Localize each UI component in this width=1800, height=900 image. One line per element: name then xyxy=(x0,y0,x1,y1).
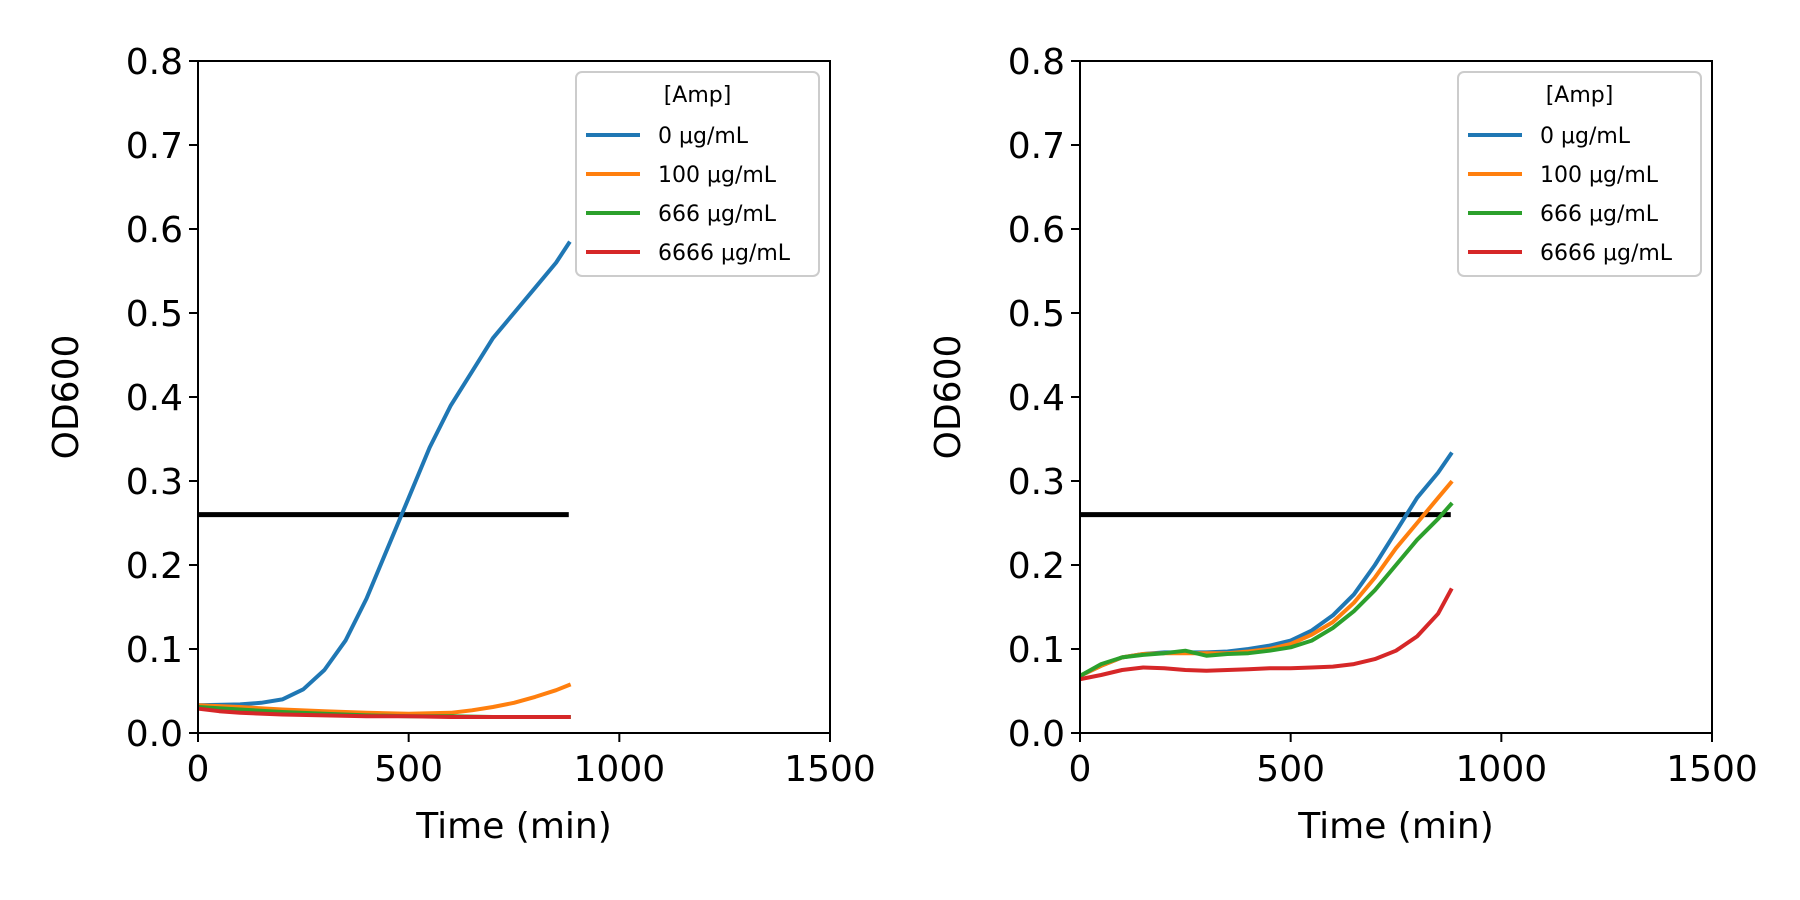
series-line-3 xyxy=(1080,587,1454,682)
series-line-2 xyxy=(1080,501,1454,679)
legend-title: [Amp] xyxy=(1546,83,1614,108)
series-line-3 xyxy=(198,706,571,719)
legend-entry-label: 666 μg/mL xyxy=(1540,202,1659,227)
legend-entry-label: 0 μg/mL xyxy=(658,124,749,149)
legend-entry-label: 0 μg/mL xyxy=(1540,124,1631,149)
x-tick-label: 500 xyxy=(1256,749,1325,790)
y-tick-label: 0.8 xyxy=(1008,42,1065,83)
legend-box xyxy=(1457,71,1702,277)
y-tick-label: 0.4 xyxy=(126,378,183,419)
legend-entry-label: 666 μg/mL xyxy=(658,202,777,227)
y-tick-label: 0.3 xyxy=(1008,462,1065,503)
left-chart-panel: 0 500 1000 1500 0.0 0.1 0.2 0.3 0.4 0.5 0.6 0.7 0.8 T… xyxy=(46,42,876,847)
y-tick-label: 0.7 xyxy=(126,126,183,167)
legend-entry-label: 6666 μg/mL xyxy=(1540,241,1673,266)
y-tick-label: 0.5 xyxy=(1008,294,1065,335)
x-tick-label: 1500 xyxy=(784,749,876,790)
y-tick-label: 0.2 xyxy=(126,546,183,587)
y-tick-label: 0.0 xyxy=(126,714,183,755)
y-tick-label: 0.7 xyxy=(1008,126,1065,167)
legend: [Amp] 0 μg/mL 100 μg/mL 666 μg/mL 6666 μg/mL xyxy=(575,71,820,277)
series-line-0 xyxy=(198,240,572,708)
x-tick-label: 1000 xyxy=(1456,749,1548,790)
y-axis-label: OD600 xyxy=(928,335,969,460)
x-tick-label: 0 xyxy=(187,749,210,790)
legend-title: [Amp] xyxy=(664,83,732,108)
y-tick-label: 0.6 xyxy=(1008,210,1065,251)
y-tick-label: 0.6 xyxy=(126,210,183,251)
y-tick-label: 0.1 xyxy=(126,630,183,671)
y-tick-label: 0.2 xyxy=(1008,546,1065,587)
legend-entry-label: 100 μg/mL xyxy=(1540,163,1659,188)
right-chart-panel: 0 500 1000 1500 0.0 0.1 0.2 0.3 0.4 0.5 0.6 0.7 0.8 T… xyxy=(928,42,1758,847)
y-axis-label: OD600 xyxy=(46,335,87,460)
x-tick-label: 1500 xyxy=(1666,749,1758,790)
x-axis-label: Time (min) xyxy=(1297,806,1494,847)
y-tick-label: 0.0 xyxy=(1008,714,1065,755)
axes-frame xyxy=(1079,60,1713,734)
plot-area xyxy=(198,240,572,719)
y-tick-label: 0.5 xyxy=(126,294,183,335)
series-line-1 xyxy=(198,682,572,716)
x-tick-label: 500 xyxy=(374,749,443,790)
y-tick-label: 0.1 xyxy=(1008,630,1065,671)
x-axis-label: Time (min) xyxy=(415,806,612,847)
y-tick-label: 0.4 xyxy=(1008,378,1065,419)
x-tick-label: 1000 xyxy=(574,749,666,790)
y-tick-label: 0.3 xyxy=(126,462,183,503)
y-tick-label: 0.8 xyxy=(126,42,183,83)
legend-entry-label: 6666 μg/mL xyxy=(658,241,791,266)
legend-entry-label: 100 μg/mL xyxy=(658,163,777,188)
axes-frame xyxy=(197,60,831,734)
legend: [Amp] 0 μg/mL 100 μg/mL 666 μg/mL 6666 μg/mL xyxy=(1457,71,1702,277)
legend-box xyxy=(575,71,820,277)
plot-area xyxy=(1080,451,1454,682)
x-tick-label: 0 xyxy=(1069,749,1092,790)
